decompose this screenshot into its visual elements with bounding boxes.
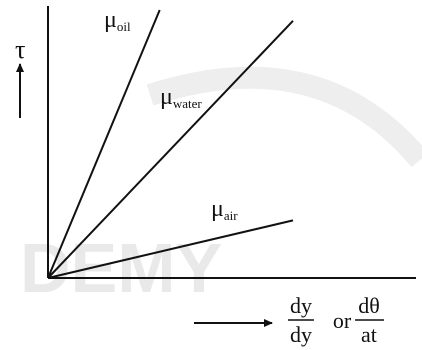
series-label-oil-subscript: oil: [117, 19, 131, 34]
series-label-water-subscript: water: [173, 96, 203, 111]
x-label-connector: or: [333, 308, 352, 333]
watermark-swoosh: [146, 66, 422, 168]
watermark-text: DEMY: [20, 229, 222, 307]
series-label-oil-symbol: μ: [104, 7, 117, 33]
series-line-air: [47, 219, 294, 279]
watermark: DEMY: [20, 66, 422, 307]
series-line-water: [47, 20, 294, 279]
series-line-oil: [47, 9, 161, 279]
series-lines: [47, 9, 294, 279]
x-label-prefix-denominator: dy: [290, 322, 312, 347]
x-label-suffix-numerator: dθ: [358, 293, 380, 318]
series-label-oil: μoil: [104, 7, 131, 34]
series-label-water: μwater: [160, 84, 202, 111]
series-label-water-symbol: μ: [160, 84, 173, 110]
y-axis-label: τ: [15, 35, 25, 64]
series-label-air-subscript: air: [224, 208, 238, 223]
x-label-suffix-denominator: at: [361, 322, 377, 347]
x-axis-label: dy dy or dθ at: [194, 293, 384, 347]
series-label-air-symbol: μ: [211, 196, 224, 222]
series-label-air: μair: [211, 196, 238, 223]
series-labels: μoil μwater μair: [104, 7, 238, 223]
x-label-prefix-numerator: dy: [290, 293, 312, 318]
